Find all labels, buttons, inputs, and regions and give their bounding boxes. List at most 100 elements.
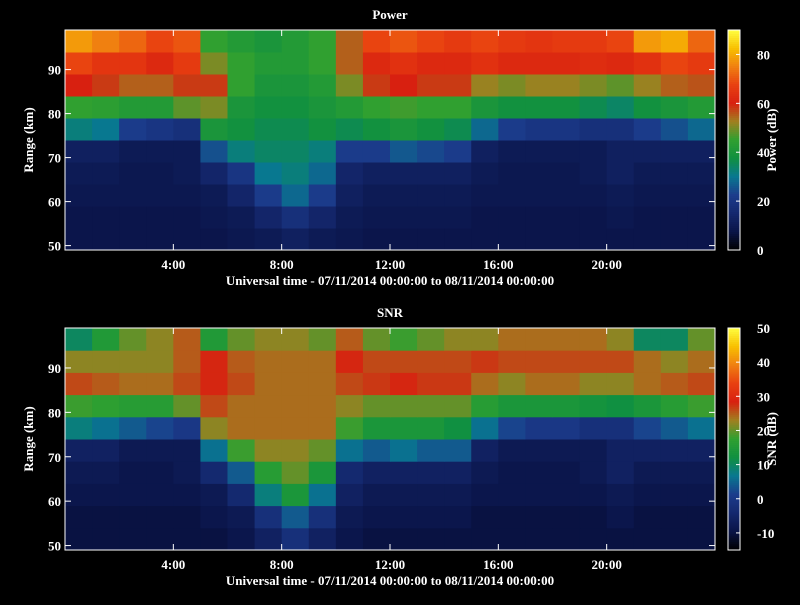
colorbar-segment <box>728 517 740 521</box>
heatmap-cell <box>633 328 662 351</box>
heatmap-cell <box>254 52 283 75</box>
heatmap-cell <box>552 372 581 396</box>
colorbar-segment <box>728 513 740 517</box>
colorbar <box>728 30 740 251</box>
heatmap-cell <box>227 228 256 251</box>
heatmap-cell <box>362 505 391 529</box>
heatmap-cell <box>281 439 310 462</box>
colorbar-segment <box>728 82 740 85</box>
heatmap-cell <box>200 505 228 529</box>
heatmap-cell <box>308 394 337 418</box>
colorbar-segment <box>728 481 740 484</box>
heatmap-cell <box>660 52 689 75</box>
heatmap-cell <box>390 96 418 119</box>
heatmap-cell <box>687 162 716 185</box>
colorbar-segment <box>728 390 740 394</box>
heatmap-cell <box>390 228 418 251</box>
heatmap-cell <box>687 328 716 351</box>
heatmap-cell <box>362 206 391 229</box>
heatmap-cell <box>227 30 256 53</box>
heatmap-cell <box>417 505 445 529</box>
colorbar-segment <box>728 44 740 47</box>
colorbar-segment <box>728 218 740 221</box>
heatmap-cell <box>606 416 635 440</box>
colorbar-segment <box>728 328 740 331</box>
heatmap-cell <box>579 350 608 373</box>
heatmap-cell <box>633 394 662 418</box>
heatmap-cell <box>281 140 310 163</box>
colorbar-segment <box>728 36 740 39</box>
heatmap-cell <box>227 118 256 141</box>
heatmap-cell <box>308 328 337 351</box>
colorbar-segment <box>728 64 740 67</box>
heatmap-cell <box>552 527 581 551</box>
colorbar-tick-label: 10 <box>757 458 770 473</box>
heatmap-cell <box>173 30 201 53</box>
heatmap-cell <box>227 52 256 75</box>
heatmap-cell <box>173 416 201 440</box>
colorbar-segment <box>728 366 740 369</box>
heatmap-cell <box>335 140 364 163</box>
heatmap-cell <box>390 527 418 551</box>
heatmap-cell <box>444 416 472 440</box>
colorbar-tick-label: 50 <box>757 321 770 336</box>
heatmap-cell <box>390 52 418 75</box>
heatmap-cell <box>525 74 553 97</box>
heatmap-cell <box>579 416 608 440</box>
heatmap-cell <box>362 372 391 396</box>
heatmap-cell <box>92 228 120 251</box>
heatmap-cell <box>200 328 228 351</box>
colorbar-tick-label: 40 <box>757 145 770 160</box>
heatmap-cell <box>687 372 716 396</box>
heatmap-cell <box>444 527 472 551</box>
colorbar-segment <box>728 86 740 89</box>
colorbar-segment <box>728 338 740 341</box>
colorbar-segment <box>728 332 740 335</box>
colorbar-segment <box>728 232 740 235</box>
colorbar-segment <box>728 222 740 225</box>
x-tick-label: 12:00 <box>375 257 405 272</box>
heatmap-cell <box>65 140 93 163</box>
colorbar-segment <box>728 128 740 131</box>
heatmap-cell <box>92 416 120 440</box>
colorbar-segment <box>728 216 740 219</box>
heatmap-cell <box>552 439 581 462</box>
heatmap-cell <box>606 52 635 75</box>
heatmap-cell <box>525 416 553 440</box>
heatmap-cell <box>65 52 93 75</box>
colorbar-segment <box>728 491 740 494</box>
heatmap-cell <box>660 184 689 207</box>
heatmap-cell <box>65 228 93 251</box>
heatmap-cell <box>471 416 499 440</box>
heatmap-cell <box>146 328 174 351</box>
colorbar-segment <box>728 150 740 153</box>
heatmap-cell <box>146 483 174 507</box>
heatmap-cell <box>362 527 391 551</box>
heatmap-cell <box>254 416 283 440</box>
heatmap-cell <box>390 505 418 529</box>
colorbar-segment <box>728 535 740 539</box>
colorbar-segment <box>728 32 740 35</box>
colorbar-segment <box>728 136 740 139</box>
heatmap-cell <box>362 394 391 418</box>
heatmap-cell <box>254 162 283 185</box>
colorbar-segment <box>728 172 740 175</box>
heatmap-cell <box>119 527 147 551</box>
colorbar-tick-label: 60 <box>757 96 770 111</box>
heatmap-cell <box>579 118 608 141</box>
heatmap-cell <box>633 140 662 163</box>
colorbar-segment <box>728 182 740 185</box>
heatmap-cell <box>362 74 391 97</box>
heatmap-cell <box>471 228 499 251</box>
colorbar-segment <box>728 198 740 201</box>
heatmap-cell <box>65 439 93 462</box>
colorbar-segment <box>728 196 740 199</box>
heatmap-cell <box>200 184 228 207</box>
heatmap-cell <box>254 206 283 229</box>
heatmap-cell <box>606 140 635 163</box>
heatmap-cell <box>308 96 337 119</box>
heatmap-cell <box>92 140 120 163</box>
heatmap-cell <box>146 394 174 418</box>
colorbar-segment <box>728 545 740 549</box>
